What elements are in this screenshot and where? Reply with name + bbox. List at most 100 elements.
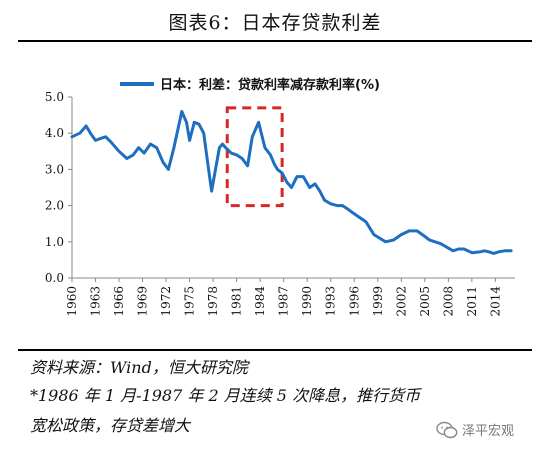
x-tick-label: 1975	[183, 286, 197, 317]
data-point	[257, 121, 260, 124]
x-tick-label: 1960	[65, 286, 79, 317]
data-point	[302, 175, 305, 178]
data-point	[214, 168, 217, 171]
data-point	[407, 229, 411, 233]
data-point	[295, 175, 299, 178]
data-point	[155, 146, 158, 149]
data-point	[503, 249, 507, 253]
y-tick-label: 1.0	[45, 235, 64, 249]
data-point	[149, 142, 152, 146]
data-point	[445, 246, 448, 249]
data-point	[415, 229, 419, 233]
watermark: 泽平宏观	[436, 420, 514, 439]
data-point	[439, 242, 442, 245]
series-line	[70, 110, 513, 255]
y-tick-label: 2.0	[45, 199, 64, 213]
data-point	[492, 252, 496, 255]
x-axis: 1960 1963 1966 1969 1972 1975 1978 1981 1984 1987…	[65, 277, 515, 317]
x-tick-label: 1993	[324, 286, 338, 317]
data-point	[273, 162, 276, 166]
footer-divider	[18, 349, 532, 351]
data-point	[428, 238, 431, 242]
data-point	[308, 186, 311, 189]
data-point	[509, 249, 513, 253]
data-point	[180, 110, 183, 113]
data-point	[478, 250, 481, 254]
data-point	[172, 146, 176, 149]
data-point	[451, 249, 455, 253]
data-point	[110, 141, 113, 144]
x-tick-label: 1981	[230, 286, 244, 317]
data-point	[313, 182, 317, 186]
x-tick-label: 1990	[300, 286, 314, 317]
data-point	[125, 157, 129, 160]
y-tick-label: 3.0	[45, 162, 64, 176]
data-point	[193, 121, 196, 124]
data-point	[372, 233, 376, 236]
data-point	[335, 204, 339, 207]
chart-legend: 日本：利差：贷款利率减存款利率(%)	[120, 77, 380, 93]
data-point	[276, 168, 279, 171]
data-point	[433, 240, 437, 243]
x-tick-label: 2014	[488, 286, 502, 317]
footnote-line-2: 宽松政策，存贷差增大	[30, 416, 191, 435]
data-point	[224, 146, 227, 149]
data-point	[290, 186, 293, 189]
data-point	[392, 238, 395, 242]
x-tick-label: 2008	[441, 286, 455, 317]
data-point	[167, 168, 170, 171]
data-point	[329, 202, 332, 205]
data-point	[137, 146, 140, 149]
data-point	[197, 122, 201, 126]
data-point	[280, 171, 284, 175]
x-tick-label: 1969	[136, 286, 150, 317]
data-point	[94, 139, 97, 142]
data-point	[210, 189, 213, 193]
data-point	[384, 240, 387, 243]
x-tick-label: 1978	[206, 286, 220, 317]
data-point	[104, 135, 107, 139]
chart-title: 图表6：日本存贷款利差	[168, 12, 382, 34]
data-point	[221, 142, 224, 146]
data-point	[423, 235, 427, 238]
data-point	[84, 124, 88, 128]
x-tick-label: 1963	[89, 286, 103, 317]
data-point	[323, 198, 326, 202]
plot-series	[70, 110, 513, 255]
data-point	[70, 135, 74, 139]
data-point	[206, 160, 209, 164]
highlight-rect	[225, 106, 284, 208]
source-note: 资料来源：Wind，恒大研究院	[30, 358, 248, 377]
highlight-box	[225, 106, 284, 208]
data-point	[251, 135, 254, 139]
data-point	[117, 150, 121, 153]
x-tick-label: 2005	[418, 286, 432, 317]
data-point	[400, 233, 403, 236]
data-point	[462, 247, 466, 251]
data-point	[202, 132, 205, 135]
data-point	[269, 153, 272, 157]
watermark-text: 泽平宏观	[462, 424, 515, 439]
data-point	[131, 153, 135, 157]
data-point	[364, 220, 368, 224]
title-divider	[18, 40, 532, 42]
data-point	[99, 137, 102, 140]
data-point	[263, 146, 267, 149]
data-point	[185, 121, 188, 124]
y-tick-label: 4.0	[45, 126, 64, 140]
data-point	[218, 146, 221, 149]
y-tick-label: 0.0	[45, 271, 64, 285]
data-point	[356, 215, 360, 218]
data-point	[229, 151, 233, 155]
y-axis: 0.0 1.0 2.0 3.0 4.0 5.0	[45, 90, 73, 285]
data-point	[346, 208, 350, 211]
legend-label: 日本：利差：贷款利率减存款利率(%)	[160, 77, 380, 93]
data-point	[188, 139, 191, 142]
x-tick-label: 1987	[277, 286, 291, 317]
data-point	[341, 204, 344, 207]
data-point	[470, 251, 474, 254]
data-point	[487, 250, 491, 254]
y-tick-label: 5.0	[45, 90, 64, 104]
x-tick-label: 2002	[394, 286, 408, 317]
